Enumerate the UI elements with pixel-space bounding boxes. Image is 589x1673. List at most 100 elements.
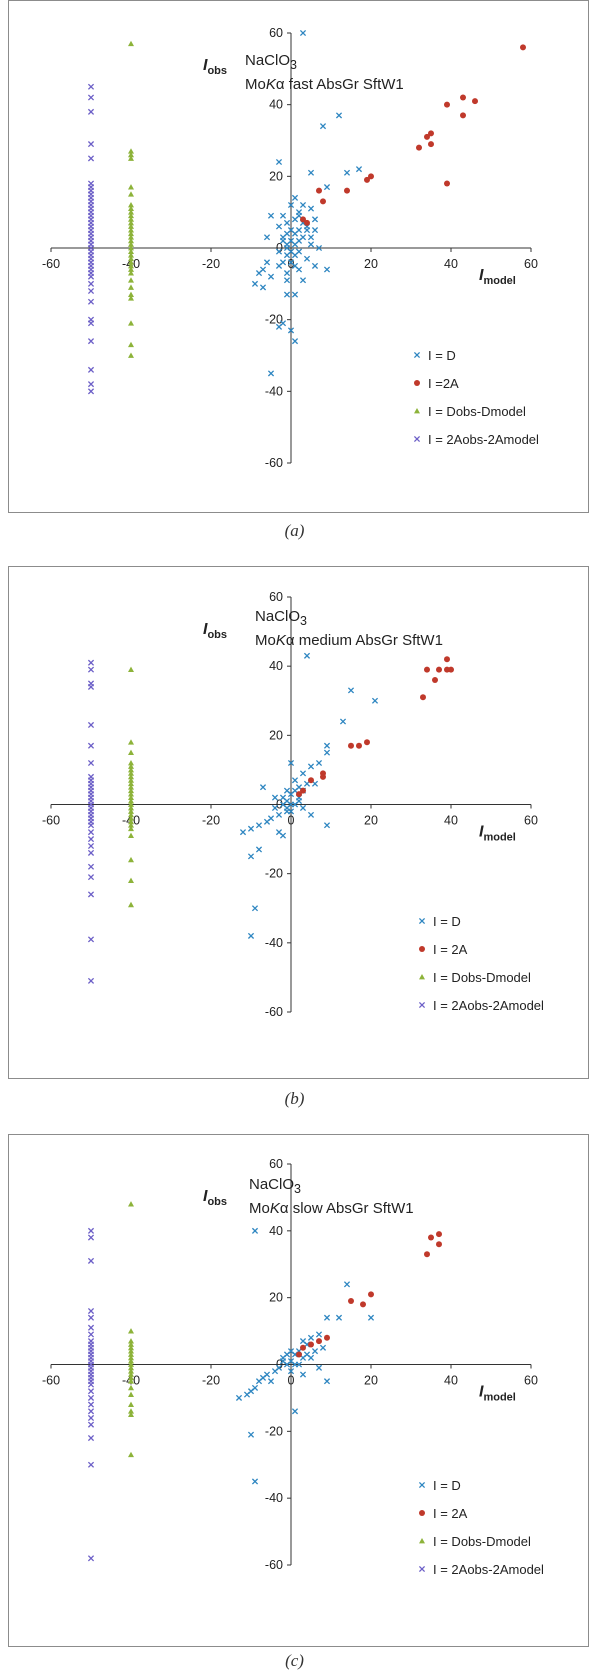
- data-point: [287, 327, 295, 334]
- legend-entry: I = Dobs-Dmodel: [412, 397, 539, 425]
- x-tick-label: 20: [364, 257, 378, 271]
- data-point: [323, 1378, 331, 1385]
- data-point: [128, 766, 134, 773]
- data-point: [520, 44, 526, 51]
- legend-label: I = 2A: [433, 1505, 468, 1521]
- x-tick-label: 40: [444, 1374, 458, 1388]
- data-point: [128, 787, 134, 794]
- data-point: [87, 298, 95, 305]
- legend-marker: [413, 351, 421, 359]
- data-point: [128, 184, 134, 190]
- data-point: [128, 252, 134, 258]
- data-point: [87, 1555, 95, 1562]
- y-tick-label: -60: [265, 1005, 283, 1019]
- y-tick-label: 40: [269, 1224, 283, 1238]
- data-point: [323, 749, 331, 756]
- data-point: [128, 212, 134, 219]
- data-point: [367, 1314, 375, 1321]
- data-point: [307, 763, 315, 770]
- data-point: [128, 270, 134, 276]
- data-point: [128, 784, 134, 790]
- x-tick-label: 20: [364, 814, 378, 828]
- caption-a: (a): [284, 521, 305, 540]
- data-point: [432, 677, 438, 683]
- scatter-plot-c: -60-40-2002040606040200-20-40-60IobsImod…: [42, 1157, 538, 1572]
- legend-entry: I =2A: [412, 369, 539, 397]
- data-point: [128, 248, 134, 254]
- data-point: [259, 784, 267, 791]
- data-point: [303, 255, 311, 262]
- data-point: [87, 141, 95, 148]
- scatter-plot-b: -60-40-2002040606040200-20-40-60IobsImod…: [42, 590, 538, 1019]
- data-point: [128, 773, 134, 780]
- data-point: [128, 291, 134, 297]
- data-point: [308, 1341, 314, 1348]
- data-point: [128, 202, 134, 208]
- data-point: [128, 804, 134, 811]
- legend-marker: [414, 408, 420, 414]
- data-point: [128, 155, 134, 161]
- data-point: [87, 1388, 95, 1395]
- data-point: [428, 141, 434, 148]
- data-point: [296, 1351, 302, 1358]
- data-point: [311, 1348, 319, 1355]
- title-radiation: Mo: [245, 76, 266, 93]
- chart-panel-b: -60-40-2002040606040200-20-40-60IobsImod…: [8, 566, 589, 1079]
- data-point: [283, 804, 291, 812]
- data-point: [295, 797, 303, 805]
- x-tick-label: 60: [524, 257, 538, 271]
- title-subscript: 3: [294, 1182, 301, 1196]
- data-point: [87, 1434, 95, 1442]
- data-point: [128, 1378, 134, 1384]
- data-point: [128, 352, 134, 358]
- data-point: [275, 323, 283, 330]
- data-point: [291, 230, 299, 237]
- data-point: [307, 811, 315, 818]
- y-axis-label: Iobs: [203, 1188, 227, 1208]
- data-point: [283, 277, 291, 284]
- data-point: [128, 341, 134, 348]
- data-point: [320, 773, 326, 780]
- legend-entry: I = 2Aobs-2Amodel: [412, 425, 539, 453]
- legend-marker-shape: [419, 946, 425, 952]
- data-point: [128, 227, 134, 233]
- data-point: [448, 666, 454, 673]
- data-point: [87, 108, 95, 115]
- legend-entry: I = 2Aobs-2Amodel: [417, 991, 544, 1019]
- legend-marker-shape: [413, 351, 421, 359]
- legend-label: I = Dobs-Dmodel: [433, 1533, 531, 1549]
- data-point: [128, 205, 134, 211]
- data-point: [343, 1281, 351, 1288]
- data-point: [319, 123, 327, 130]
- data-point: [299, 1371, 307, 1378]
- data-point: [307, 1334, 315, 1341]
- data-point: [347, 687, 355, 694]
- legend-entry: I = 2A: [417, 935, 544, 963]
- y-tick-label: -60: [265, 1558, 283, 1572]
- data-point: [444, 101, 450, 108]
- data-point: [243, 1391, 251, 1398]
- legend-marker-shape: [414, 380, 420, 386]
- data-point: [255, 846, 263, 853]
- data-point: [87, 936, 95, 943]
- data-point: [251, 280, 259, 287]
- data-point: [263, 259, 271, 266]
- data-point: [263, 234, 271, 241]
- title-radiation: Mo: [255, 632, 276, 649]
- data-point: [128, 1391, 134, 1397]
- data-point: [460, 94, 466, 101]
- data-point: [299, 277, 307, 284]
- data-point: [283, 219, 291, 226]
- data-point: [320, 198, 326, 205]
- x-tick-label: -60: [42, 814, 60, 828]
- y-tick-label: 20: [269, 1291, 283, 1305]
- data-point: [128, 245, 134, 251]
- y-tick-label: -20: [265, 313, 283, 327]
- data-point: [436, 1241, 442, 1248]
- legend-label: I = 2Aobs-2Amodel: [433, 997, 544, 1013]
- data-point: [323, 822, 331, 829]
- x-tick-label: 20: [364, 1374, 378, 1388]
- y-tick-label: 20: [269, 169, 283, 183]
- chart-legend-b: I = D I = 2A I = Dobs-Dmodel I = 2Aobs-2Amo…: [417, 907, 544, 1019]
- data-point: [128, 832, 134, 839]
